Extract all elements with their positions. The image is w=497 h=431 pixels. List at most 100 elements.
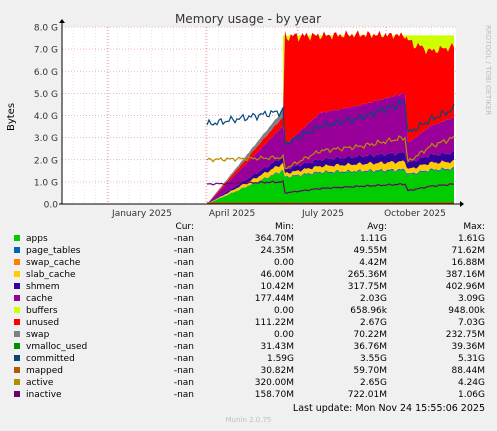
legend-avg: 1.11G — [359, 234, 387, 244]
legend-avg: 4.42M — [359, 258, 387, 268]
legend-avg: 2.67G — [359, 318, 387, 328]
legend-min: 24.35M — [260, 246, 294, 256]
legend-swatch — [14, 307, 20, 313]
legend-row-vmalloc_used: vmalloc_used -nan 31.43M 36.76M 39.36M — [0, 341, 497, 353]
y-axis-arrow — [59, 19, 65, 23]
legend-max: 88.44M — [451, 366, 485, 376]
legend-max: 71.62M — [451, 246, 485, 256]
y-axis-label: Bytes — [6, 103, 17, 131]
legend-swatch — [14, 295, 20, 301]
legend-name: swap — [26, 330, 50, 340]
line-active — [206, 135, 455, 170]
legend-row-inactive: inactive -nan 158.70M 722.01M 1.06G — [0, 389, 497, 401]
axes: 0.0 1.0 G 2.0 G 3.0 G 4.0 G 5.0 G 6.0 G 7.0 G 8.… — [34, 19, 464, 219]
legend-min: 111.22M — [254, 318, 294, 328]
area-buffers-fill — [283, 30, 454, 111]
legend-swatch — [14, 283, 20, 289]
legend-avg: 265.36M — [347, 270, 387, 280]
legend-avg: 49.55M — [353, 246, 387, 256]
legend-avg: 59.70M — [353, 366, 387, 376]
legend-max: 402.96M — [445, 282, 485, 292]
y-tick-label: 8.0 G — [34, 24, 58, 34]
legend-min: 1.59G — [266, 354, 294, 364]
legend-row-cache: cache -nan 177.44M 2.03G 3.09G — [0, 293, 497, 305]
legend-cur: -nan — [173, 354, 194, 364]
legend-cur: -nan — [173, 258, 194, 268]
x-tick-label: January 2025 — [111, 209, 172, 219]
area-shmem — [207, 150, 454, 204]
legend-row-active: active -nan 320.00M 2.65G 4.24G — [0, 377, 497, 389]
y-tick-label: 7.0 G — [34, 46, 58, 56]
y-tick-label: 1.0 G — [34, 178, 58, 188]
legend-row-committed: committed -nan 1.59G 3.55G 5.31G — [0, 353, 497, 365]
legend-name: vmalloc_used — [26, 342, 88, 352]
y-tick-label: 6.0 G — [34, 68, 58, 78]
legend-name: shmem — [26, 282, 60, 292]
line-series — [206, 99, 455, 204]
legend-name: committed — [26, 354, 75, 364]
legend-name: mapped — [26, 366, 63, 376]
legend-name: slab_cache — [26, 270, 76, 280]
legend-avg: 36.76M — [353, 342, 387, 352]
legend-min: 31.43M — [260, 342, 294, 352]
legend-header-min: Min: — [274, 222, 294, 232]
x-axis-arrow — [460, 201, 464, 207]
legend-avg: 2.65G — [359, 378, 387, 388]
legend-swatch — [14, 247, 20, 253]
legend-row-mapped: mapped -nan 30.82M 59.70M 88.44M — [0, 365, 497, 377]
legend-cur: -nan — [173, 306, 194, 316]
x-tick-label: October 2025 — [384, 209, 446, 219]
legend-swatch — [14, 271, 20, 277]
legend-min: 177.44M — [254, 294, 294, 304]
y-tick-label: 4.0 G — [34, 112, 58, 122]
legend-max: 16.88M — [451, 258, 485, 268]
legend-max: 7.03G — [457, 318, 485, 328]
legend-name: buffers — [26, 306, 58, 316]
legend-max: 1.06G — [457, 390, 485, 400]
legend-name: page_tables — [26, 246, 81, 256]
legend-max: 39.36M — [451, 342, 485, 352]
legend-header-avg: Avg: — [367, 222, 387, 232]
area-cache — [207, 93, 454, 204]
x-tick-label: April 2025 — [209, 209, 255, 219]
legend-avg: 658.96k — [350, 306, 387, 316]
legend-name: inactive — [26, 390, 62, 400]
legend-avg: 70.22M — [353, 330, 387, 340]
legend-name: active — [26, 378, 54, 388]
x-tick-label: July 2025 — [301, 209, 344, 219]
memory-chart: Memory usage - by year Bytes RRDTOOL / T… — [6, 12, 492, 219]
legend-max: 5.31G — [457, 354, 485, 364]
legend-swatch — [14, 379, 20, 385]
legend-max: 232.75M — [445, 330, 485, 340]
legend-swatch — [14, 391, 20, 397]
chart-title: Memory usage - by year — [175, 12, 321, 26]
legend-swatch — [14, 367, 20, 373]
legend-row-page_tables: page_tables -nan 24.35M 49.55M 71.62M — [0, 245, 497, 257]
legend-swatch — [14, 319, 20, 325]
rrdtool-credit: RRDTOOL / TOBI OETIKER — [484, 25, 492, 115]
legend-max: 4.24G — [457, 378, 485, 388]
line-mapped — [206, 201, 455, 204]
legend-name: apps — [26, 234, 48, 244]
legend-row-apps: apps -nan 364.70M 1.11G 1.61G — [0, 233, 497, 245]
area-apps — [207, 167, 454, 204]
last-update: Last update: Mon Nov 24 15:55:06 2025 — [292, 403, 485, 414]
legend-min: 0.00 — [273, 258, 294, 268]
legend-avg: 3.55G — [359, 354, 387, 364]
legend-name: cache — [26, 294, 53, 304]
legend-swatch — [14, 235, 20, 241]
legend-row-slab_cache: slab_cache -nan 46.00M 265.36M 387.16M — [0, 269, 497, 281]
legend-min: 364.70M — [254, 234, 294, 244]
legend-header-cur: Cur: — [175, 222, 194, 232]
legend-cur: -nan — [173, 330, 194, 340]
legend-cur: -nan — [173, 318, 194, 328]
line-committed — [206, 99, 455, 146]
legend-min: 0.00 — [273, 306, 294, 316]
area-series — [207, 30, 454, 204]
legend-header-max: Max: — [463, 222, 485, 232]
legend-header: Cur: Min: Avg: Max: — [0, 221, 497, 233]
munin-credit: Munin 2.0.75 — [225, 416, 272, 424]
legend-cur: -nan — [173, 270, 194, 280]
legend-max: 387.16M — [445, 270, 485, 280]
area-unused — [207, 30, 454, 204]
